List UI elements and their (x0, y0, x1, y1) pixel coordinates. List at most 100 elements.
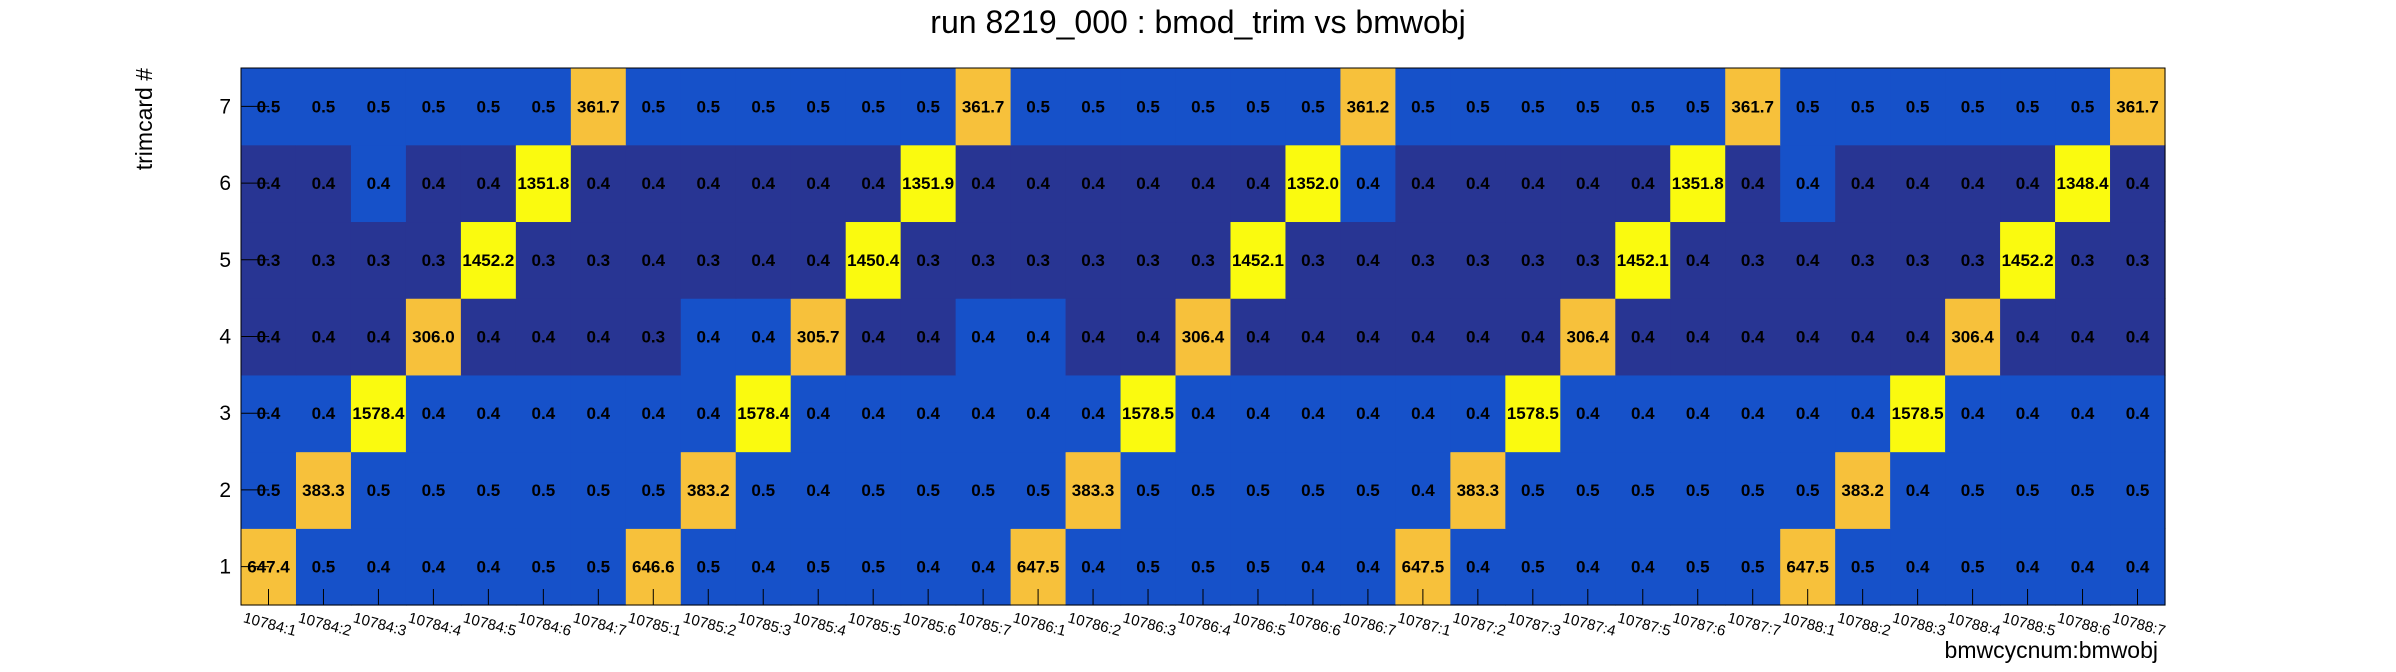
heatmap-cell (1890, 144, 1946, 223)
heatmap-cell (1780, 298, 1836, 376)
heatmap-cell (680, 144, 737, 223)
cell-value-label: 1578.5 (1122, 404, 1174, 423)
cell-value-label: 0.3 (1521, 251, 1545, 270)
cell-value-label: 0.5 (1356, 481, 1380, 500)
cell-value-label: 0.4 (586, 404, 610, 423)
cell-value-label: 0.4 (1081, 328, 1105, 347)
heatmap-cell (1560, 298, 1616, 376)
heatmap-cell (460, 374, 517, 453)
cell-value-label: 0.5 (2016, 481, 2040, 500)
heatmap-cell (1560, 221, 1616, 299)
heatmap-cell (1780, 221, 1836, 299)
x-tick-label: 10786:4 (1176, 609, 1233, 639)
heatmap-cell (625, 298, 682, 376)
heatmap-cell (1505, 298, 1561, 376)
cell-value-label: 0.3 (696, 251, 720, 270)
cell-value-label: 1578.5 (1892, 404, 1944, 423)
cell-value-label: 0.5 (1411, 97, 1435, 116)
y-tick-label: 2 (219, 479, 231, 502)
heatmap-cell (1945, 68, 2001, 146)
chart-title: run 8219_000 : bmod_trim vs bmwobj (930, 4, 1465, 40)
cell-value-label: 0.3 (312, 251, 336, 270)
cell-value-label: 0.5 (1686, 558, 1710, 577)
heatmap-cell (1615, 451, 1671, 529)
cell-value-label: 0.5 (641, 481, 665, 500)
heatmap-cell (625, 144, 682, 223)
heatmap-cell (845, 298, 902, 376)
cell-value-label: 0.4 (1851, 328, 1875, 347)
heatmap-cell (1945, 298, 2001, 376)
heatmap-cell (1285, 68, 1342, 146)
heatmap-cell-labels: 647.4 0.5 0.4 0.4 0.4 0.5 0.5 646.6 0.5 0.4 0.5 0.5… (247, 97, 2159, 576)
heatmap-cell (2055, 221, 2111, 299)
x-tick-label: 10788:6 (2056, 609, 2113, 639)
cell-value-label: 0.5 (1191, 97, 1215, 116)
heatmap-cell (2055, 374, 2111, 453)
x-tick-label: 10785:2 (681, 609, 738, 639)
x-tick-label: 10786:5 (1231, 609, 1288, 639)
cell-value-label: 0.4 (1796, 328, 1820, 347)
heatmap-cell (955, 374, 1012, 453)
heatmap-cell (1175, 68, 1232, 146)
cell-value-label: 0.4 (1796, 251, 1820, 270)
cell-value-label: 0.5 (1961, 558, 1985, 577)
y-tick-label: 5 (219, 249, 231, 272)
cell-value-label: 0.4 (1301, 328, 1325, 347)
heatmap-cell (735, 68, 792, 146)
heatmap-cell (1835, 374, 1891, 453)
cell-value-label: 383.3 (1457, 481, 1500, 500)
heatmap-cell (570, 68, 627, 146)
heatmap-cell (2110, 221, 2166, 299)
cell-value-label: 0.3 (1301, 251, 1325, 270)
x-tick-label: 10785:5 (846, 609, 903, 639)
cell-value-label: 0.4 (477, 174, 501, 193)
cell-value-label: 1352.0 (1287, 174, 1339, 193)
cell-value-label: 1450.4 (847, 251, 900, 270)
heatmap-cell (1725, 298, 1781, 376)
heatmap-cell (1340, 68, 1396, 146)
heatmap-cell (790, 144, 847, 223)
heatmap-cell (1230, 298, 1287, 376)
cell-value-label: 0.5 (1686, 481, 1710, 500)
cell-value-label: 306.0 (412, 328, 455, 347)
cell-value-label: 0.4 (2016, 558, 2040, 577)
x-tick-label: 10787:5 (1616, 609, 1673, 639)
heatmap-cell (1945, 221, 2001, 299)
x-tick-label: 10787:1 (1396, 609, 1453, 639)
cell-value-label: 0.5 (1246, 558, 1270, 577)
heatmap-cell (1120, 68, 1177, 146)
heatmap-cell (1340, 374, 1396, 453)
cell-value-label: 0.4 (367, 558, 391, 577)
heatmap-cell (2000, 221, 2056, 299)
heatmap-cell (515, 298, 572, 376)
x-tick-label: 10788:7 (2110, 609, 2167, 639)
heatmap-cell (900, 221, 957, 299)
cell-value-label: 0.5 (532, 97, 556, 116)
cell-value-label: 0.5 (696, 97, 720, 116)
heatmap-cell (295, 298, 352, 376)
x-tick-label: 10788:5 (2001, 609, 2058, 639)
cell-value-label: 0.4 (2126, 328, 2150, 347)
cell-value-label: 1348.4 (2057, 174, 2110, 193)
cell-value-label: 0.4 (1356, 251, 1380, 270)
cell-value-label: 0.5 (861, 97, 885, 116)
heatmap-cell (1175, 374, 1232, 453)
heatmap-cell (1285, 221, 1342, 299)
cell-value-label: 1578.4 (352, 404, 405, 423)
cell-value-label: 0.5 (1906, 97, 1930, 116)
heatmap-cell (1945, 451, 2001, 529)
cell-value-label: 1452.2 (2002, 251, 2054, 270)
heatmap-cell (1835, 68, 1891, 146)
heatmap-cell (955, 298, 1012, 376)
heatmap-cell (1010, 374, 1067, 453)
cell-value-label: 0.5 (532, 481, 556, 500)
heatmap-cell (1120, 374, 1177, 453)
heatmap-cell (1120, 298, 1177, 376)
cell-value-label: 0.4 (1466, 174, 1490, 193)
cell-value-label: 0.4 (696, 328, 720, 347)
cell-value-label: 0.4 (1576, 558, 1600, 577)
cell-value-label: 0.5 (1136, 481, 1160, 500)
x-tick-label: 10787:2 (1451, 609, 1508, 639)
heatmap-cell (955, 221, 1012, 299)
cell-value-label: 361.7 (577, 97, 620, 116)
